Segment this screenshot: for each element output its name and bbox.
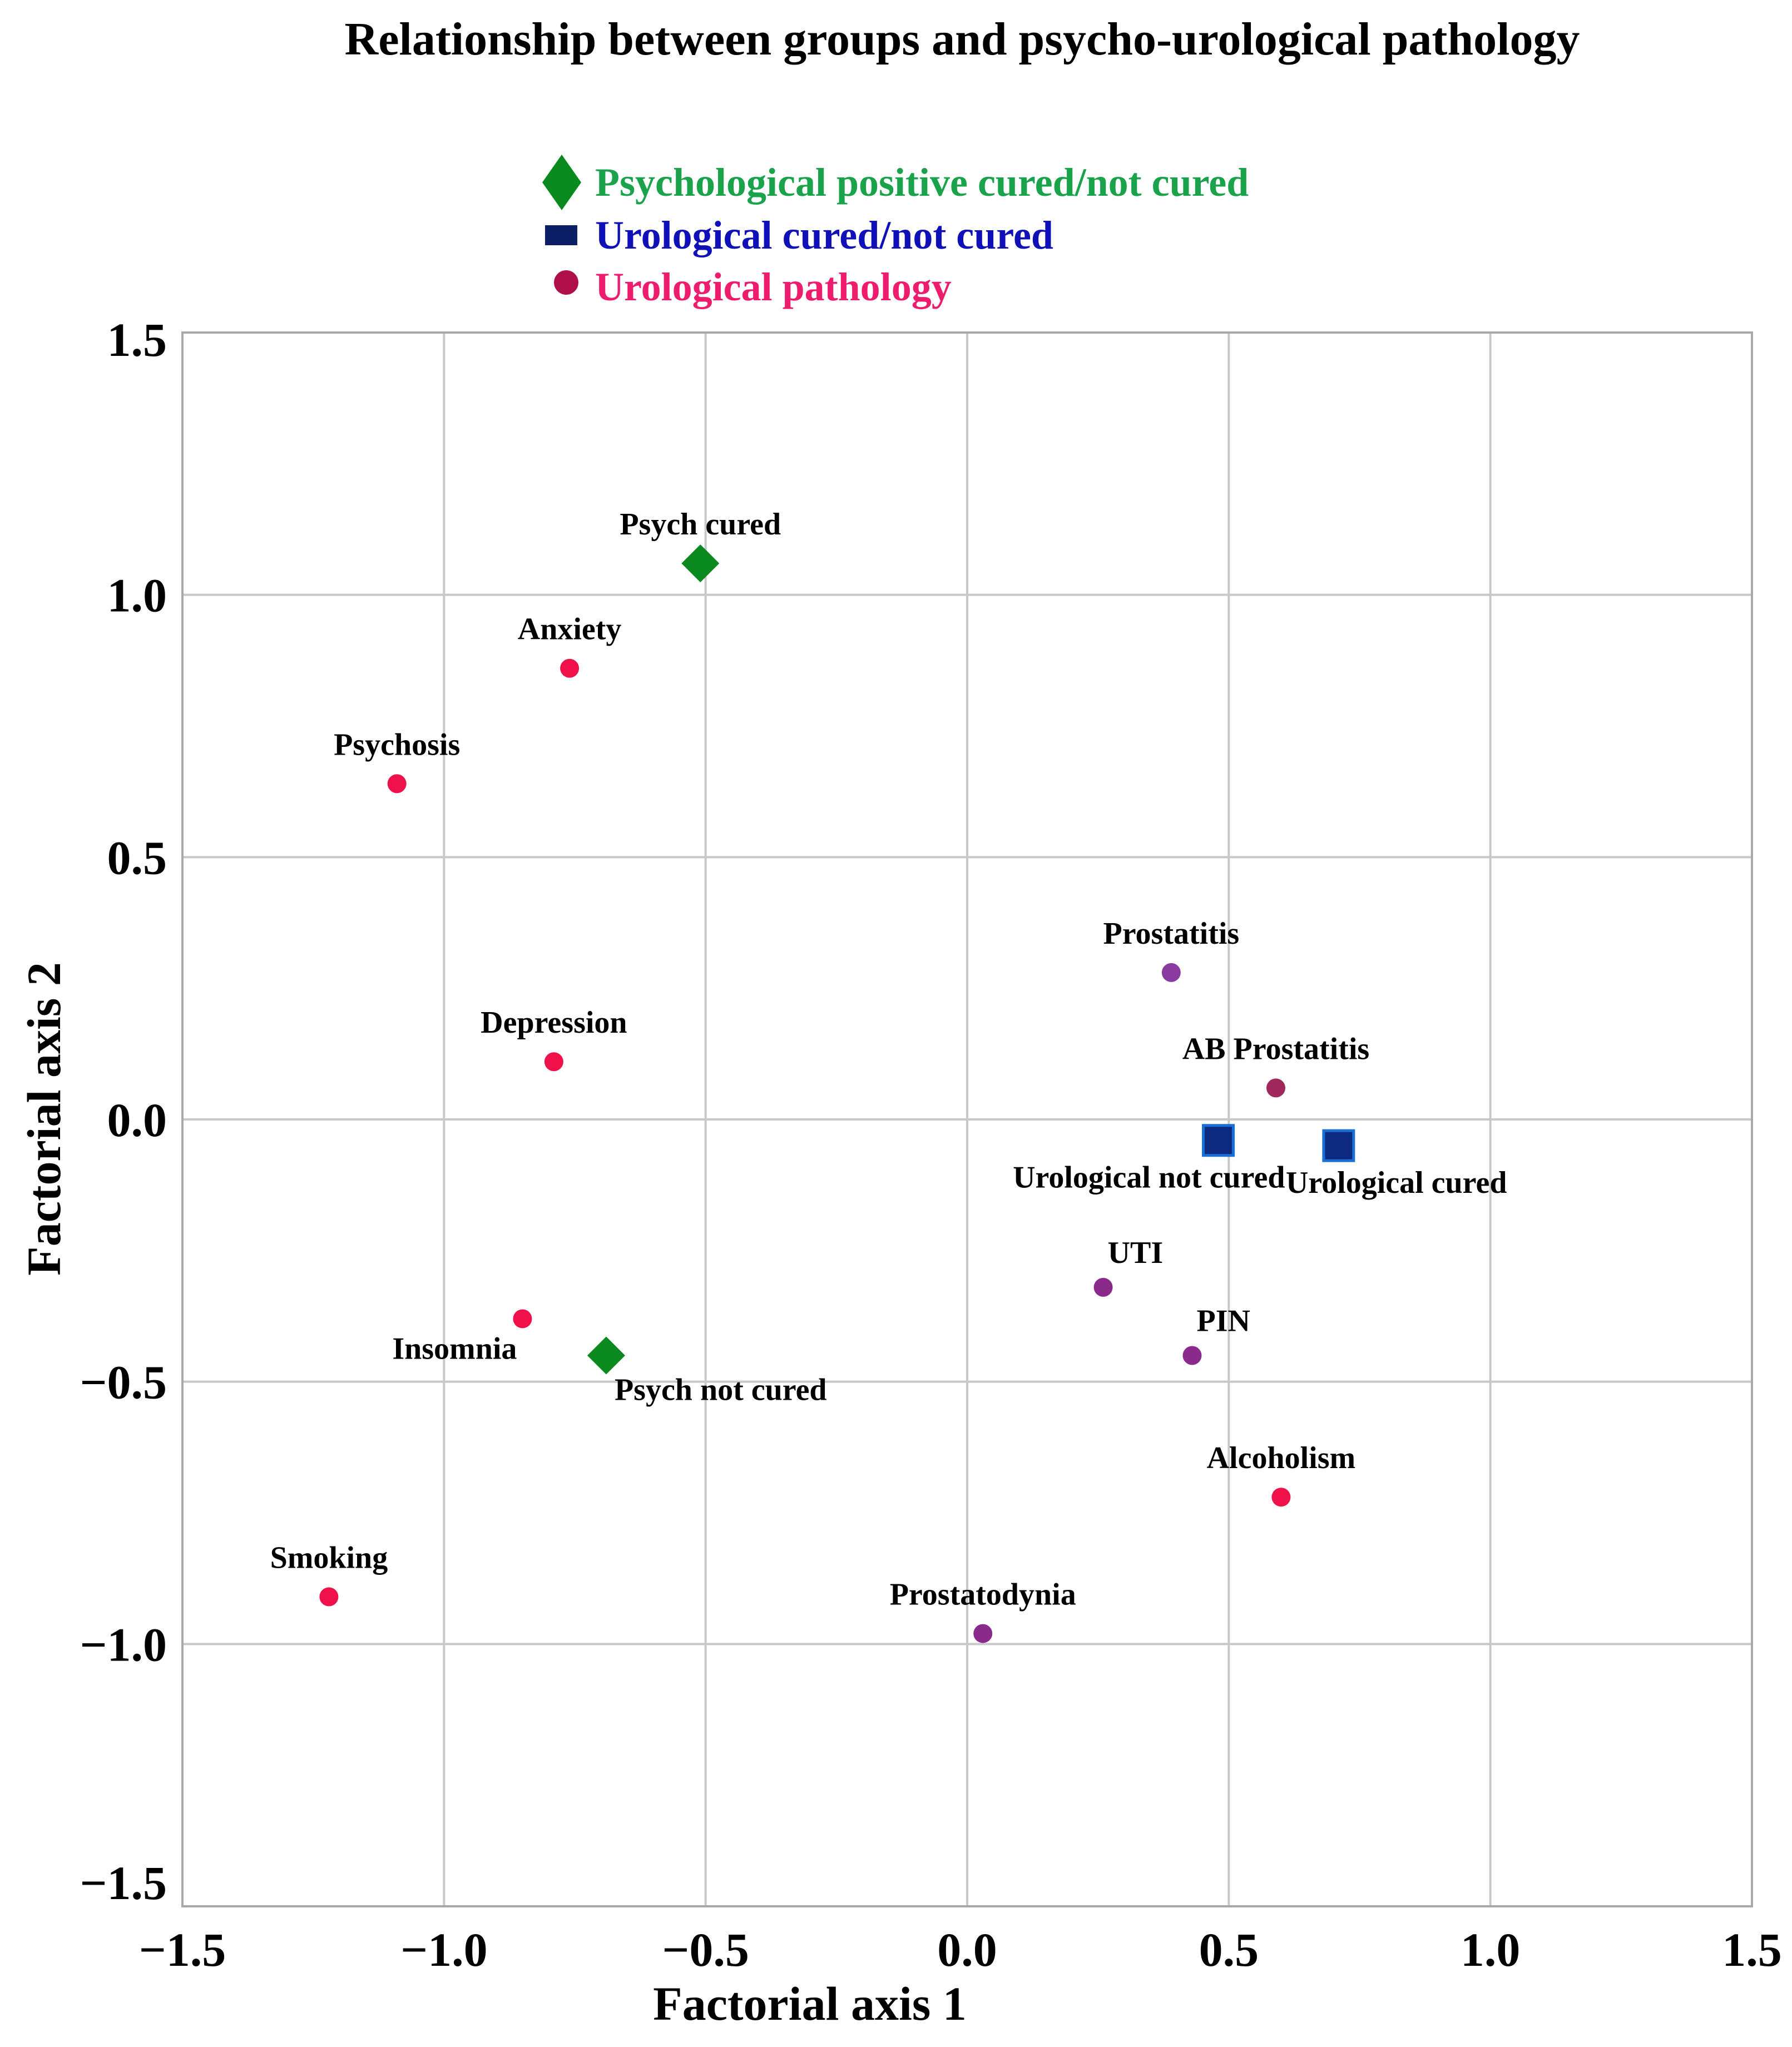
chart-title: Relationship between groups and psycho-u…	[345, 13, 1580, 65]
x-tick-label: 0.0	[937, 1923, 997, 1976]
label-pin: PIN	[1196, 1304, 1250, 1339]
point-psych-not-cured-diamond	[587, 1336, 625, 1375]
point-pin-circle	[1182, 1346, 1202, 1365]
label-psych-cured: Psych cured	[620, 507, 781, 542]
y-tick-labels: −1.5 −1.0 −0.5 0.0 0.5 1.0 1.5	[80, 313, 167, 1910]
x-axis-label: Factorial axis 1	[653, 1977, 967, 2030]
y-tick-label: 0.5	[107, 831, 167, 884]
label-insomnia: Insomnia	[392, 1331, 517, 1366]
legend-label-psychological: Psychological positive cured/not cured	[595, 160, 1249, 205]
plot-frame	[181, 331, 1753, 1907]
point-psychosis-circle	[387, 774, 407, 794]
label-depression: Depression	[481, 1005, 627, 1040]
label-uti: UTI	[1108, 1236, 1164, 1270]
y-tick-label: 1.5	[107, 313, 167, 366]
point-anxiety-circle	[560, 658, 580, 678]
y-axis-label: Factorial axis 2	[17, 962, 71, 1276]
point-uti-circle	[1093, 1277, 1113, 1297]
label-urological-not-cured: Urological not cured	[1013, 1161, 1285, 1195]
grid	[182, 333, 1752, 1906]
point-urological-cured-square	[1322, 1129, 1355, 1162]
label-alcoholism: Alcoholism	[1207, 1441, 1356, 1475]
x-tick-label: 1.5	[1722, 1923, 1782, 1976]
point-urological-not-cured-square	[1202, 1124, 1235, 1157]
y-tick-label: 1.0	[107, 569, 167, 622]
y-tick-label: 0.0	[107, 1093, 167, 1147]
label-psychosis: Psychosis	[334, 727, 460, 762]
point-prostatitis-circle	[1161, 963, 1181, 982]
point-psych-cured-diamond	[681, 544, 720, 583]
label-anxiety: Anxiety	[518, 612, 622, 647]
y-tick-label: −0.5	[80, 1356, 167, 1409]
label-prostatodynia: Prostatodynia	[890, 1577, 1076, 1612]
label-smoking: Smoking	[270, 1540, 388, 1575]
label-ab-prostatitis: AB Prostatitis	[1182, 1032, 1370, 1066]
x-tick-label: −0.5	[662, 1923, 749, 1976]
x-tick-label: 1.0	[1461, 1923, 1521, 1976]
y-tick-label: −1.0	[80, 1618, 167, 1671]
data-points	[319, 544, 1355, 1643]
y-tick-label: −1.5	[80, 1856, 167, 1910]
label-urological-cured: Urological cured	[1286, 1166, 1507, 1200]
x-tick-label: −1.5	[139, 1923, 226, 1976]
point-prostatodynia-circle	[973, 1624, 993, 1643]
legend: Psychological positive cured/not cured U…	[542, 155, 1249, 309]
point-depression-circle	[544, 1052, 563, 1072]
point-ab-prostatitis-circle	[1266, 1078, 1285, 1098]
legend-circle-marker	[554, 270, 578, 295]
x-tick-label: −1.0	[400, 1923, 488, 1976]
legend-label-urological: Urological cured/not cured	[595, 213, 1053, 257]
x-tick-label: 0.5	[1199, 1923, 1259, 1976]
point-alcoholism-circle	[1271, 1488, 1291, 1507]
point-insomnia-circle	[513, 1309, 532, 1329]
legend-square-marker	[545, 225, 577, 245]
point-smoking-circle	[319, 1587, 339, 1607]
legend-diamond-marker	[542, 155, 581, 210]
legend-label-pathology: Urological pathology	[595, 265, 952, 309]
label-psych-not-cured: Psych not cured	[615, 1373, 827, 1407]
x-tick-labels: −1.5 −1.0 −0.5 0.0 0.5 1.0 1.5	[139, 1923, 1782, 1976]
label-prostatitis: Prostatitis	[1103, 916, 1240, 951]
point-labels: Psych cured Psych not cured Urological not…	[270, 507, 1507, 1612]
